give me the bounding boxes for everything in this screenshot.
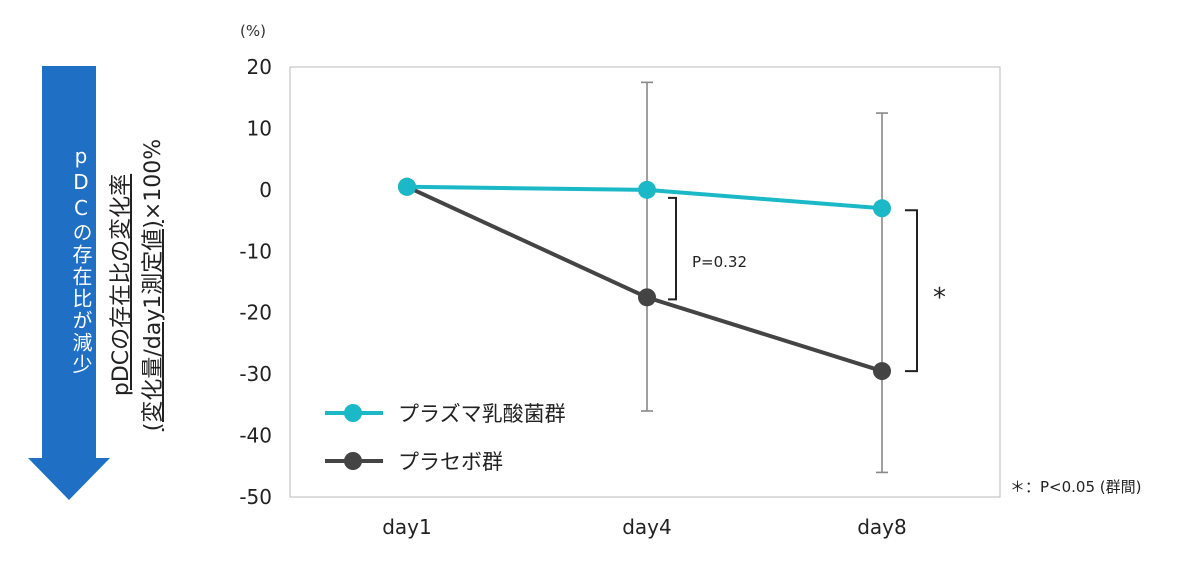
series-line xyxy=(406,184,883,373)
y-tick-label: 20 xyxy=(247,55,272,79)
y-tick-label: -30 xyxy=(239,362,272,386)
bracket-day4 xyxy=(668,196,677,301)
data-point xyxy=(873,362,891,381)
y-tick-label: -10 xyxy=(239,239,272,263)
data-point xyxy=(398,177,416,196)
y-unit-label: (%) xyxy=(240,22,266,40)
data-point xyxy=(873,199,891,218)
significance-mark: * xyxy=(933,283,946,313)
x-tick-label: day4 xyxy=(622,515,672,539)
y-tick-label: -20 xyxy=(239,301,272,325)
plot-frame xyxy=(289,66,1001,498)
footnote: ＊：P<0.05 (群間) xyxy=(1010,478,1142,496)
y-tick-label: 0 xyxy=(259,178,272,202)
y-tick-label: 10 xyxy=(247,116,272,140)
legend-label: プラズマ乳酸菌群 xyxy=(398,402,566,426)
legend-label: プラセボ群 xyxy=(398,450,503,474)
y-tick-label: -40 xyxy=(239,424,272,448)
y-tick-label: -50 xyxy=(239,485,272,509)
data-point xyxy=(638,180,656,199)
data-point xyxy=(638,288,656,307)
bracket-day8 xyxy=(905,209,918,373)
p-value-label: P=0.32 xyxy=(692,253,747,271)
legend-marker xyxy=(344,452,362,470)
legend-marker xyxy=(344,404,362,422)
x-tick-label: day1 xyxy=(382,515,432,539)
x-tick-label: day8 xyxy=(857,515,907,539)
arrow-label: pDCの存在比が減少 xyxy=(69,144,93,376)
